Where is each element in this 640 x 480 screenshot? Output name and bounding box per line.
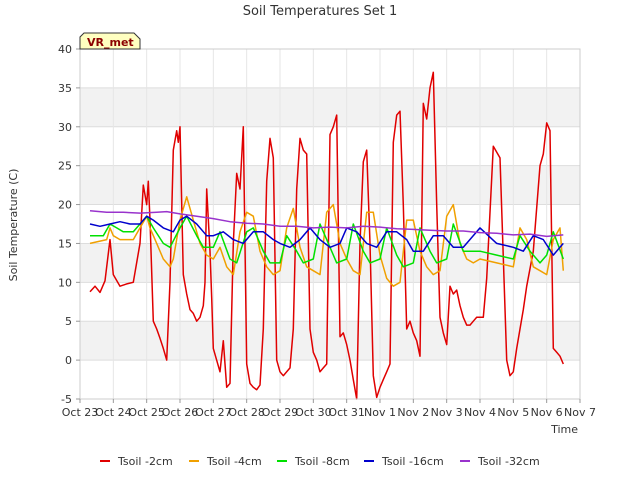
x-tick-label: Nov 3	[431, 406, 463, 419]
y-ticks: -5 0 5 10 15 20 25 30 35 40	[58, 43, 80, 406]
x-tick-label: Oct 24	[95, 406, 132, 419]
axes	[79, 48, 581, 400]
y-tick-label: 0	[65, 354, 72, 367]
x-tick-label: Nov 4	[464, 406, 496, 419]
x-tick-label: Oct 27	[195, 406, 232, 419]
series-group	[89, 71, 565, 400]
y-tick-label: 30	[58, 121, 72, 134]
y-tick-label: 20	[58, 199, 72, 212]
plot-band	[80, 321, 580, 361]
y-tick-label: 35	[58, 82, 72, 95]
plot-background	[80, 49, 580, 399]
x-tick-label: Nov 7	[564, 406, 596, 419]
y-tick-label: 40	[58, 43, 72, 56]
x-axis-label: Time	[550, 423, 578, 436]
x-tick-label: Oct 31	[328, 406, 365, 419]
y-tick-label: 15	[58, 237, 72, 250]
x-tick-label: Oct 28	[228, 406, 265, 419]
legend-label: Tsoil -32cm	[477, 455, 540, 468]
y-tick-label: 10	[58, 276, 72, 289]
plot-band	[80, 243, 580, 283]
series-line-5	[89, 210, 564, 238]
legend-label: Tsoil -8cm	[294, 455, 350, 468]
x-tick-label: Oct 26	[162, 406, 199, 419]
station-badge: VR_met	[79, 32, 141, 50]
y-tick-label: 5	[65, 315, 72, 328]
series-line-1	[89, 71, 564, 400]
chart-title: Soil Temperatures Set 1	[243, 4, 398, 19]
y-tick-label: -5	[61, 393, 72, 406]
x-tick-label: Oct 30	[295, 406, 332, 419]
plot-frame	[79, 48, 581, 400]
legend-label: Tsoil -4cm	[206, 455, 262, 468]
x-tick-label: Oct 29	[262, 406, 299, 419]
series-line-3	[90, 215, 565, 268]
legend: Tsoil -2cm Tsoil -4cm Tsoil -8cm Tsoil -16c…	[100, 455, 540, 468]
x-tick-label: Nov 5	[497, 406, 529, 419]
x-tick-label: Nov 2	[397, 406, 429, 419]
series-line-2	[89, 196, 565, 287]
badge-label: VR_met	[87, 36, 134, 49]
x-tick-label: Nov 6	[531, 406, 563, 419]
x-tick-label: Oct 23	[62, 406, 99, 419]
legend-label: Tsoil -16cm	[381, 455, 444, 468]
badge-box	[79, 32, 141, 50]
x-tick-label: Nov 1	[364, 406, 396, 419]
y-tick-label: 25	[58, 160, 72, 173]
legend-label: Tsoil -2cm	[117, 455, 173, 468]
y-axis-label: Soil Temperature (C)	[7, 169, 20, 282]
plot-band	[80, 87, 580, 127]
x-tick-label: Oct 25	[128, 406, 165, 419]
